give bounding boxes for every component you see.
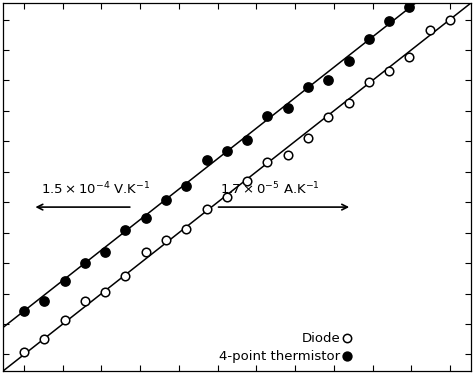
- Point: [284, 105, 292, 111]
- Point: [61, 278, 68, 284]
- Point: [264, 159, 271, 165]
- Text: $1.7 \times 0^{-5}$ A.K$^{-1}$: $1.7 \times 0^{-5}$ A.K$^{-1}$: [220, 180, 320, 197]
- Point: [162, 197, 170, 203]
- Text: $1.5 \times 10^{-4}$ V.K$^{-1}$: $1.5 \times 10^{-4}$ V.K$^{-1}$: [41, 180, 151, 197]
- Point: [142, 215, 149, 221]
- Point: [304, 135, 312, 141]
- Point: [223, 148, 231, 154]
- Point: [142, 249, 149, 255]
- Point: [101, 249, 109, 255]
- Point: [325, 77, 332, 83]
- Point: [325, 114, 332, 120]
- Point: [122, 227, 129, 233]
- Point: [304, 84, 312, 90]
- Point: [345, 100, 352, 106]
- Point: [333, 338, 341, 344]
- Point: [264, 113, 271, 119]
- Point: [20, 308, 28, 314]
- Point: [101, 289, 109, 295]
- Point: [122, 273, 129, 279]
- Point: [385, 68, 393, 74]
- Point: [162, 237, 170, 243]
- Point: [385, 18, 393, 24]
- Point: [81, 260, 89, 266]
- Point: [203, 157, 210, 163]
- Point: [41, 336, 48, 342]
- Point: [243, 137, 251, 143]
- Point: [406, 4, 413, 10]
- Point: [81, 297, 89, 303]
- Point: [345, 58, 352, 64]
- Text: Diode: Diode: [301, 332, 340, 344]
- Point: [20, 349, 28, 355]
- Point: [284, 152, 292, 158]
- Point: [243, 178, 251, 184]
- Point: [223, 194, 231, 200]
- Point: [203, 206, 210, 212]
- Point: [365, 36, 373, 42]
- Point: [182, 226, 190, 232]
- Point: [41, 298, 48, 304]
- Point: [182, 183, 190, 189]
- Point: [61, 317, 68, 323]
- Point: [333, 321, 341, 327]
- Point: [365, 79, 373, 85]
- Point: [406, 54, 413, 60]
- Point: [426, 27, 433, 33]
- Text: 4-point thermistor: 4-point thermistor: [219, 350, 340, 363]
- Point: [446, 18, 454, 24]
